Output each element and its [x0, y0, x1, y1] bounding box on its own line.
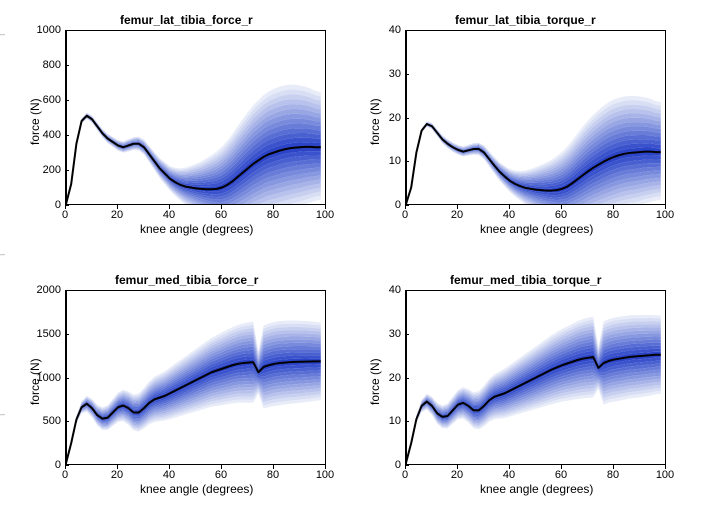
y-tick-label: 400 — [21, 130, 61, 141]
x-tick-label: 40 — [494, 210, 524, 221]
chart-title: femur_med_tibia_force_r — [115, 273, 258, 287]
y-tick-label: 10 — [361, 416, 401, 427]
chart-title: femur_lat_tibia_force_r — [120, 13, 253, 27]
y-tick-label: 2000 — [21, 285, 61, 296]
y-tick-label: 500 — [21, 416, 61, 427]
y-tick-label: 20 — [361, 113, 401, 124]
chart-svg — [406, 290, 666, 465]
x-tick-label: 100 — [310, 210, 340, 221]
y-tick-label: 200 — [21, 165, 61, 176]
x-tick-label: 80 — [258, 210, 288, 221]
plot-area — [405, 30, 665, 205]
y-tick-label: 40 — [361, 25, 401, 36]
x-tick-label: 40 — [494, 470, 524, 481]
y-tick-label: 30 — [361, 69, 401, 80]
x-tick-label: 100 — [650, 210, 680, 221]
chart-title: femur_lat_tibia_torque_r — [455, 13, 596, 27]
x-tick-label: 20 — [102, 210, 132, 221]
x-tick-label: 60 — [206, 210, 236, 221]
y-tick-label: 40 — [361, 285, 401, 296]
x-tick-label: 80 — [598, 210, 628, 221]
x-tick-label: 0 — [50, 210, 80, 221]
x-tick-label: 0 — [50, 470, 80, 481]
x-tick-label: 60 — [546, 210, 576, 221]
x-tick-label: 60 — [546, 470, 576, 481]
x-tick-label: 0 — [390, 210, 420, 221]
plot-area — [405, 290, 665, 465]
x-tick-label: 20 — [442, 210, 472, 221]
x-tick-label: 100 — [650, 470, 680, 481]
plot-area — [65, 290, 325, 465]
chart-svg — [406, 30, 666, 205]
y-tick-label: 1500 — [21, 329, 61, 340]
chart-svg — [66, 290, 326, 465]
x-tick-label: 20 — [442, 470, 472, 481]
left-gutter-marks: – — [0, 250, 8, 259]
y-tick-label: 1000 — [21, 25, 61, 36]
x-axis-label: knee angle (degrees) — [480, 482, 593, 496]
x-axis-label: knee angle (degrees) — [480, 222, 593, 236]
y-tick-label: 600 — [21, 95, 61, 106]
x-tick-label: 80 — [598, 470, 628, 481]
left-gutter-marks: – — [0, 30, 8, 39]
x-tick-label: 80 — [258, 470, 288, 481]
x-tick-label: 0 — [390, 470, 420, 481]
plot-area — [65, 30, 325, 205]
left-gutter-marks: – — [0, 410, 8, 419]
y-tick-label: 30 — [361, 329, 401, 340]
x-tick-label: 40 — [154, 470, 184, 481]
x-axis-label: knee angle (degrees) — [140, 482, 253, 496]
y-tick-label: 1000 — [21, 373, 61, 384]
y-tick-label: 800 — [21, 60, 61, 71]
x-tick-label: 100 — [310, 470, 340, 481]
x-tick-label: 20 — [102, 470, 132, 481]
y-tick-label: 10 — [361, 156, 401, 167]
x-tick-label: 40 — [154, 210, 184, 221]
chart-svg — [66, 30, 326, 205]
chart-title: femur_med_tibia_torque_r — [450, 273, 601, 287]
figure: { "figure": { "width": 702, "height": 52… — [0, 0, 702, 527]
x-axis-label: knee angle (degrees) — [140, 222, 253, 236]
y-tick-label: 20 — [361, 373, 401, 384]
x-tick-label: 60 — [206, 470, 236, 481]
